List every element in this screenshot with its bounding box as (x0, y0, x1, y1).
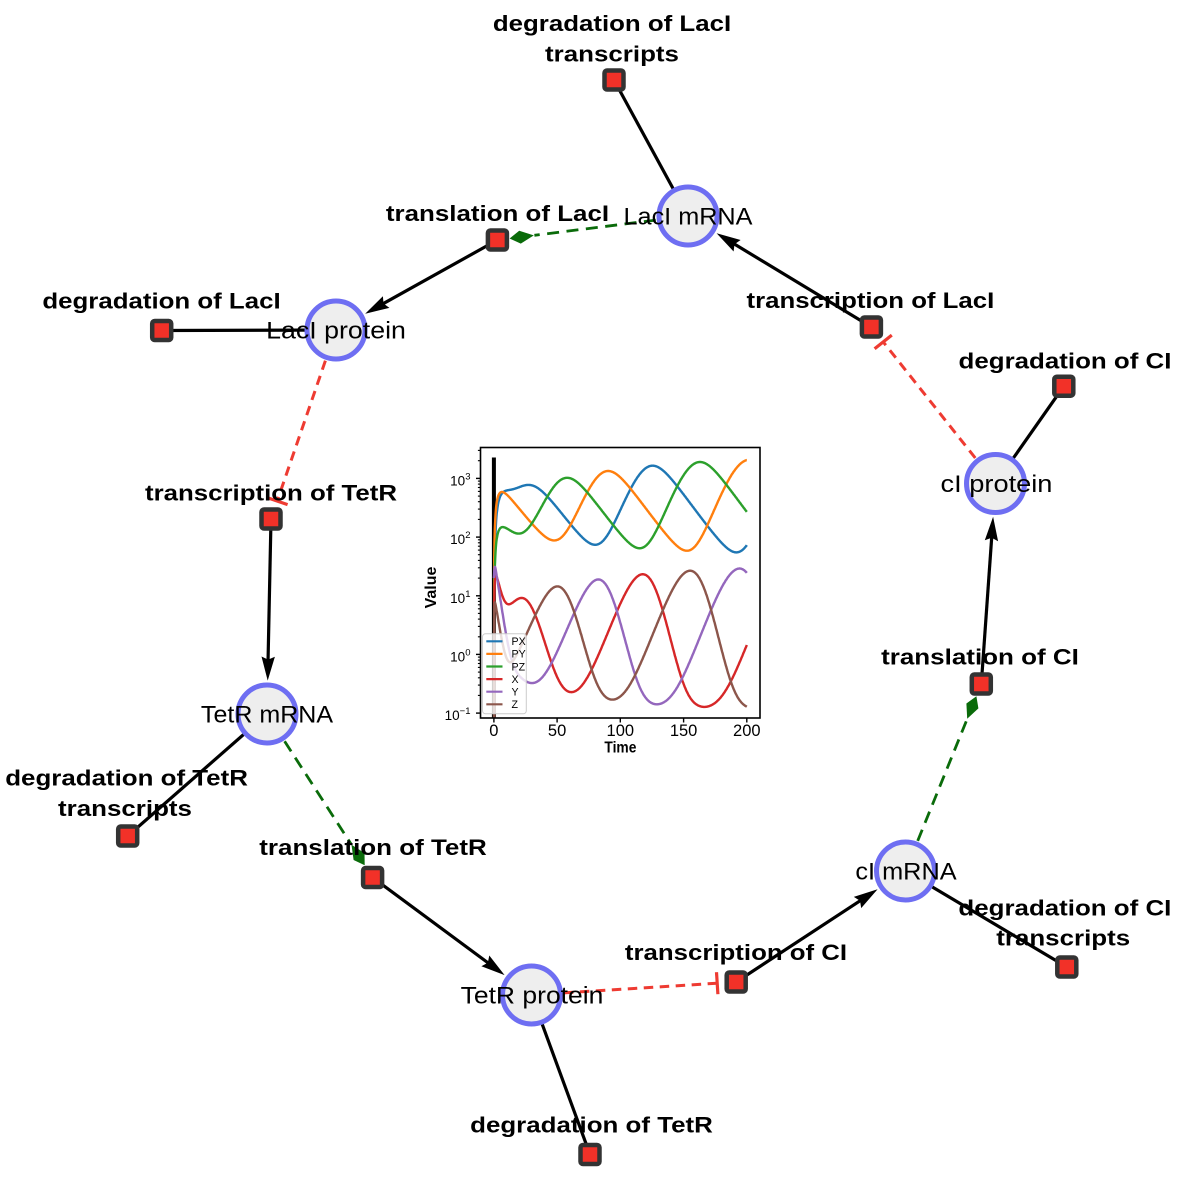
svg-text:50: 50 (548, 722, 566, 740)
svg-text:transcription of CI: transcription of CI (625, 940, 847, 965)
svg-text:transcripts: transcripts (545, 42, 679, 67)
svg-text:TetR mRNA: TetR mRNA (201, 701, 334, 728)
svg-text:PY: PY (512, 649, 526, 661)
svg-text:degradation of LacI: degradation of LacI (493, 11, 731, 36)
svg-text:0: 0 (489, 722, 498, 740)
svg-text:PX: PX (512, 636, 526, 648)
svg-text:degradation of CI: degradation of CI (959, 349, 1172, 374)
svg-text:transcription of LacI: transcription of LacI (747, 288, 995, 313)
svg-text:PZ: PZ (512, 661, 526, 673)
svg-text:Value: Value (423, 567, 440, 609)
svg-text:100: 100 (607, 722, 635, 740)
svg-text:transcripts: transcripts (58, 796, 192, 821)
svg-text:cI protein: cI protein (941, 471, 1053, 498)
svg-text:degradation of TetR: degradation of TetR (470, 1113, 713, 1138)
svg-text:Time: Time (604, 740, 636, 757)
svg-text:200: 200 (733, 722, 761, 740)
svg-text:translation of CI: translation of CI (881, 645, 1079, 670)
svg-text:LacI protein: LacI protein (266, 317, 406, 344)
svg-text:cI mRNA: cI mRNA (855, 858, 957, 885)
svg-text:LacI mRNA: LacI mRNA (624, 203, 754, 230)
svg-text:translation of TetR: translation of TetR (259, 835, 487, 860)
svg-text:degradation of CI: degradation of CI (958, 896, 1171, 921)
svg-text:TetR protein: TetR protein (461, 982, 604, 1009)
svg-text:degradation of LacI: degradation of LacI (42, 289, 280, 314)
svg-text:transcripts: transcripts (996, 926, 1130, 951)
svg-text:transcription of TetR: transcription of TetR (145, 481, 397, 506)
svg-text:X: X (512, 674, 519, 686)
svg-text:Z: Z (512, 699, 519, 711)
svg-text:150: 150 (670, 722, 698, 740)
svg-text:translation of LacI: translation of LacI (386, 201, 609, 226)
svg-text:degradation of TetR: degradation of TetR (5, 766, 248, 791)
svg-text:Y: Y (512, 687, 519, 699)
